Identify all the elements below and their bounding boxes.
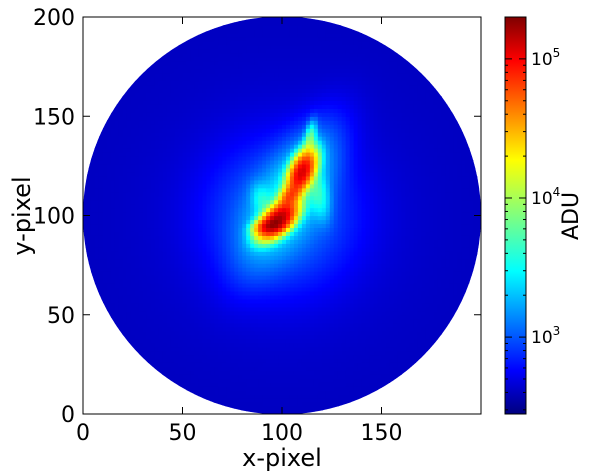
colorbar-gradient (504, 16, 527, 415)
colorbar-label: ADU (559, 192, 584, 240)
y-tick-label: 100 (33, 205, 75, 230)
y-tick-label: 150 (33, 105, 75, 130)
x-axis: 0 50 100 150 (76, 17, 403, 446)
colorbar-tick-label: 103 (531, 324, 560, 348)
heatmap-image (83, 17, 481, 415)
y-tick-label: 50 (47, 304, 75, 329)
y-axis: 0 50 100 150 200 (33, 6, 481, 428)
x-axis-label: x-pixel (242, 444, 322, 472)
y-tick-label: 0 (61, 403, 75, 428)
x-tick-label: 100 (261, 421, 303, 446)
colorbar-tick-label: 105 (531, 46, 560, 70)
y-tick-label: 200 (33, 6, 75, 31)
y-axis-label: y-pixel (8, 176, 36, 255)
colorbar: 103 104 105 ADU (504, 16, 584, 415)
plot-area: 0 50 100 150 0 50 100 150 200 x-pixel y-pixel (8, 6, 482, 472)
x-tick-label: 150 (361, 421, 403, 446)
x-tick-label: 0 (76, 421, 90, 446)
x-tick-label: 50 (169, 421, 197, 446)
colorbar-ticks: 103 104 105 (505, 16, 560, 411)
colorbar-tick-label: 104 (531, 185, 560, 209)
